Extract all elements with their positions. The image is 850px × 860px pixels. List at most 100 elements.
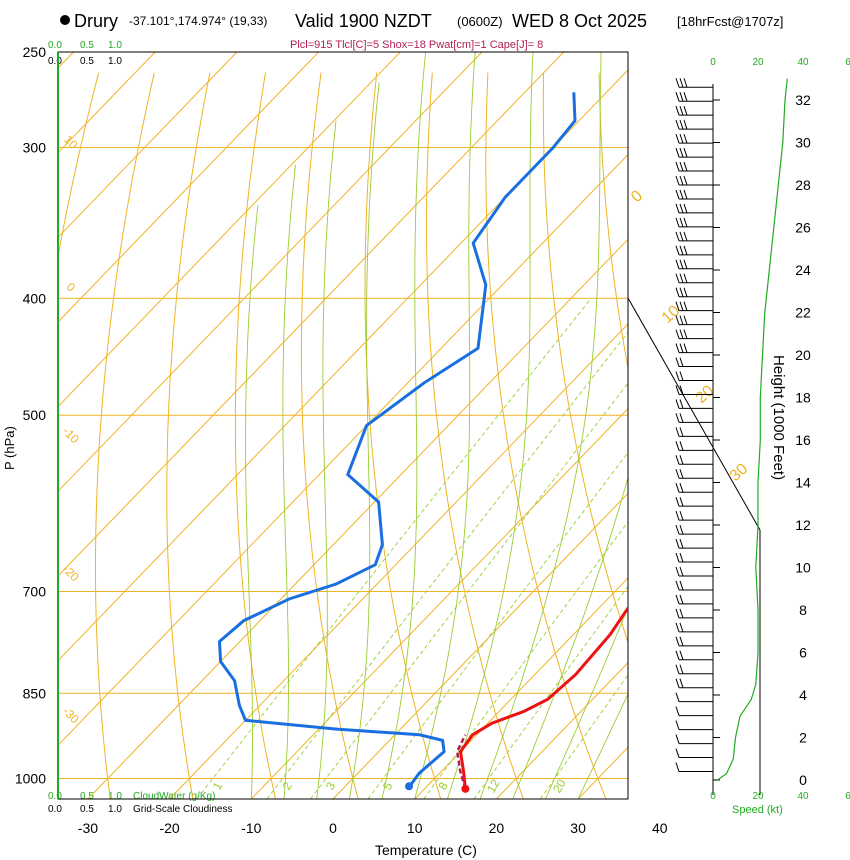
wind-barb (675, 664, 713, 675)
height-tick-label: 18 (795, 390, 811, 406)
wind-barb (675, 301, 713, 312)
wind-barb (675, 315, 713, 326)
bottom-cloudiness-scale-0: 0.0 (48, 804, 62, 815)
plot-background-lines (58, 52, 850, 799)
wind-barb (675, 608, 713, 619)
pressure-tick-label: 250 (23, 44, 47, 60)
mixing-ratio-label: 5 (380, 779, 396, 792)
temperature-tick-label: -20 (159, 820, 179, 836)
moist-adiabat-line (512, 476, 628, 799)
isotherm-line (58, 52, 401, 408)
moist-adiabat-line (282, 164, 296, 799)
location-coords: -37.101°,174.974° (19,33) (129, 14, 267, 28)
height-tick-label: 8 (799, 602, 807, 618)
isotherm-line (58, 69, 628, 662)
wind-speed-label: Speed (kt) (732, 804, 783, 816)
wind-barb (675, 245, 713, 256)
wind-barb (675, 748, 713, 759)
mixing-ratio-line (423, 521, 628, 799)
dry-adiabat-line (364, 72, 442, 799)
sounding-profiles (217, 92, 628, 793)
moist-adiabat-line (414, 52, 476, 799)
pressure-tick-label: 400 (23, 290, 47, 306)
parcel-path (455, 734, 467, 790)
dewpoint-line (217, 92, 577, 785)
wind-barb (675, 469, 713, 479)
wind-barb (675, 92, 713, 102)
isotherm-line (414, 577, 628, 799)
wind-barb (675, 678, 713, 689)
wind-barb (675, 203, 713, 214)
wind-barb (675, 441, 713, 451)
height-tick-label: 2 (799, 730, 807, 746)
temperature-tick-label: 0 (329, 820, 337, 836)
moist-adiabat-line (479, 52, 602, 799)
wind-barb (675, 147, 713, 158)
wind-speed-tick-top: 0 (710, 57, 716, 68)
pressure-tick-label: 850 (23, 685, 47, 701)
moist-adiabat-line (577, 692, 628, 799)
wind-barb (675, 175, 713, 186)
wind-barb (675, 287, 713, 298)
dry-adiabat-line (485, 72, 607, 799)
top-cloudwater-scale-1: 0.5 (80, 40, 94, 51)
x-axis-title: Temperature (C) (375, 842, 477, 858)
isotherm-line (250, 407, 628, 799)
wind-barb (675, 636, 713, 647)
height-axis-title: Height (1000 Feet) (770, 355, 787, 480)
surface-dewpoint-point (405, 782, 414, 791)
wind-barb (675, 231, 713, 242)
isotherm-line (742, 52, 850, 799)
isotherm-label: 30 (727, 460, 752, 485)
wind-barb (675, 413, 713, 423)
dry-adiabat-line (95, 72, 155, 799)
wind-speed-tick-bottom: 20 (752, 791, 764, 802)
wind-barb (675, 538, 713, 549)
isotherm-line (823, 52, 850, 799)
height-tick-label: 16 (795, 432, 811, 448)
sounding-indices: Plcl=915 Tlcl[C]=5 Shox=18 Pwat[cm]=1 Ca… (290, 39, 543, 51)
bottom-cloudwater-scale-1: 0.5 (80, 791, 94, 802)
wind-barb (675, 622, 713, 633)
dry-adiabat-line (166, 72, 211, 799)
height-tick-label: 0 (799, 772, 807, 788)
height-tick-label: 28 (795, 177, 811, 193)
height-wind-panel: 0246810121416182022242628303200202040406… (627, 57, 850, 802)
cloudiness-label: Grid-Scale Cloudiness (133, 804, 233, 815)
temperature-tick-label: 40 (652, 820, 668, 836)
valid-time: Valid 1900 NZDT (295, 11, 432, 31)
mixing-ratio-line (310, 382, 628, 799)
isotherm-line (58, 52, 319, 323)
wind-barb (675, 483, 713, 493)
forecast-info: [18hrFcst@1707z] (677, 14, 783, 29)
isotherm-line (87, 238, 628, 799)
height-tick-label: 20 (795, 347, 811, 363)
wind-barb (675, 580, 713, 591)
location-name: Drury (74, 11, 118, 31)
wind-barb (675, 343, 713, 354)
isotherm-line (169, 323, 628, 799)
top-cloudiness-scale-1: 0.5 (80, 56, 94, 67)
panel-connector-line (627, 297, 761, 531)
dry-adiabat-line (542, 72, 628, 644)
wind-speed-line (717, 78, 788, 781)
moist-adiabat-line (245, 205, 259, 799)
temperature-tick-label: 30 (570, 820, 586, 836)
height-tick-label: 14 (795, 475, 811, 491)
wind-barb (675, 133, 713, 144)
dry-adiabat-line (234, 72, 276, 799)
wind-barb (675, 259, 713, 270)
temperature-tick-label: -30 (78, 820, 98, 836)
top-cloudwater-scale-0: 0.0 (48, 40, 62, 51)
wind-barb (675, 510, 713, 521)
surface-temperature-point (461, 784, 470, 793)
isotherm-label: 0 (628, 187, 646, 206)
dry-adiabat-line (822, 73, 850, 799)
mixing-ratio-line (196, 298, 592, 799)
plot-frame (57, 51, 629, 800)
wind-barb (675, 720, 713, 731)
temperature-line (458, 605, 628, 789)
cloudwater-label: CloudWater (g/Kg) (133, 791, 215, 802)
